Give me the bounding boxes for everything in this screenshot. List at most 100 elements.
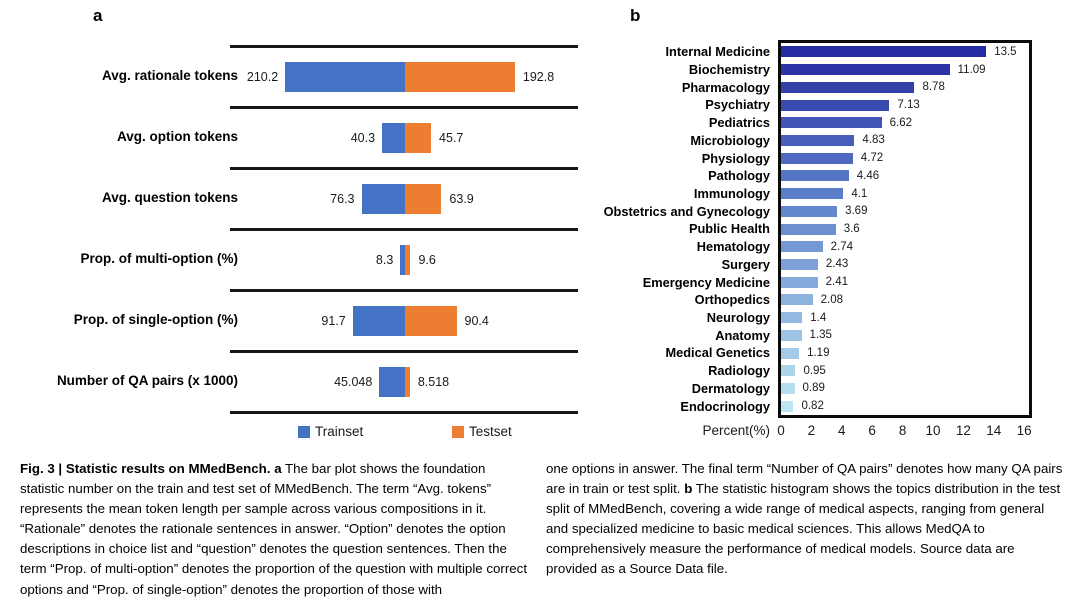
topic-label: Obstetrics and Gynecology [603, 203, 770, 219]
topic-bar [781, 329, 802, 341]
trainset-legend-swatch [298, 425, 310, 438]
topic-bar [781, 400, 794, 412]
topic-value-label: 3.6 [843, 222, 860, 235]
legend-item-testset: Testset [452, 424, 512, 439]
topic-value-label: 4.83 [862, 134, 885, 147]
caption-bold-text: a [274, 461, 282, 476]
topic-label: Endocrinology [680, 398, 770, 414]
topic-value-label: 2.74 [830, 240, 854, 253]
x-axis-tick-label: 14 [986, 423, 1002, 438]
panel-a-category-label: Prop. of single-option (%) [73, 312, 238, 327]
panel-b-bar-chart: 13.5 11.09 8.78 7.13 6.62 4.83 4.72 4.46 4.1 3.69… [778, 40, 1032, 418]
trainset-value-label: 91.7 [321, 314, 346, 328]
topic-value-label: 2.08 [820, 293, 843, 306]
topic-label: Surgery [721, 256, 770, 272]
trainset-value-label: 45.048 [334, 375, 373, 389]
trainset-bar [361, 184, 405, 214]
caption-text: The statistic histogram shows the topics… [546, 481, 1061, 577]
topic-label: Hematology [696, 239, 770, 255]
topic-bar [781, 152, 853, 164]
testset-bar [405, 367, 410, 397]
topic-label: Internal Medicine [665, 44, 770, 60]
panel-a-category-label: Avg. question tokens [101, 190, 238, 205]
topic-label: Orthopedics [694, 292, 770, 308]
testset-bar [405, 245, 411, 275]
panel-a-category-label: Number of QA pairs (x 1000) [56, 373, 238, 388]
x-axis-tick-label: 10 [925, 423, 941, 438]
testset-value-label: 90.4 [464, 314, 489, 328]
testset-bar [405, 62, 515, 92]
topic-value-label: 2.41 [825, 276, 849, 289]
topic-bar [781, 312, 803, 324]
topic-value-label: 13.5 [994, 45, 1017, 58]
topic-bar [781, 117, 882, 129]
topic-bar [781, 81, 915, 93]
row-separator-line [230, 350, 578, 353]
panel-a-category-label: Prop. of multi-option (%) [80, 251, 238, 266]
topic-label: Pathology [708, 168, 770, 184]
caption-right-column: one options in answer. The final term “N… [546, 459, 1065, 580]
x-axis-tick-label: 2 [807, 423, 816, 438]
topic-value-label: 0.89 [802, 382, 825, 395]
topic-bar [781, 276, 818, 288]
topic-label: Medical Genetics [665, 345, 770, 361]
caption-text: The bar plot shows the foundation statis… [20, 461, 528, 597]
row-separator-line [230, 106, 578, 109]
topic-bar [781, 382, 795, 394]
row-separator-line [230, 228, 578, 231]
topic-bar [781, 294, 813, 306]
testset-legend-swatch [452, 425, 464, 438]
topic-label: Immunology [693, 186, 770, 202]
legend-item-trainset: Trainset [298, 424, 363, 439]
topic-value-label: 6.62 [889, 116, 912, 129]
trainset-value-label: 8.3 [375, 253, 394, 267]
topic-label: Anatomy [715, 327, 770, 343]
panel-a-category-label: Avg. option tokens [117, 129, 238, 144]
trainset-bar [285, 62, 405, 92]
caption-left-column: Fig. 3 | Statistic results on MMedBench.… [20, 459, 530, 598]
topic-value-label: 11.09 [957, 63, 986, 76]
panel-b-label: b [630, 6, 641, 25]
topic-value-label: 7.13 [897, 98, 920, 111]
topic-value-label: 1.19 [807, 346, 830, 359]
legend-label: Testset [469, 424, 512, 439]
trainset-value-label: 76.3 [330, 192, 355, 206]
panel-b-category-labels: Internal Medicine Biochemistry Pharmacolog… [548, 43, 770, 415]
testset-value-label: 8.518 [417, 375, 450, 389]
topic-value-label: 4.46 [856, 169, 880, 182]
topic-value-label: 0.82 [801, 400, 824, 413]
legend-label: Trainset [315, 424, 364, 439]
topic-label: Public Health [688, 221, 770, 237]
topic-bar [781, 170, 849, 182]
topic-value-label: 0.95 [803, 364, 826, 377]
panel-a-category-label: Avg. rationale tokens [101, 68, 238, 83]
topic-value-label: 1.35 [809, 329, 832, 342]
topic-bar [781, 365, 796, 377]
topic-value-label: 4.72 [860, 152, 884, 165]
topic-value-label: 8.78 [922, 81, 945, 94]
x-axis-tick-label: 8 [898, 423, 907, 438]
topic-label: Psychiatry [705, 97, 770, 113]
caption-bold-text: Fig. 3 | Statistic results on MMedBench. [20, 461, 275, 476]
trainset-bar [382, 123, 405, 153]
caption-text: one options in answer. The final term “N… [546, 461, 1063, 497]
topic-label: Radiology [708, 363, 770, 379]
row-separator-line [230, 45, 578, 48]
x-axis-tick-label: 0 [777, 423, 785, 438]
topic-bar [781, 258, 818, 270]
testset-value-label: 63.9 [449, 192, 474, 206]
caption-bold-text: b [684, 481, 693, 497]
panel-a-label: a [93, 6, 103, 25]
topic-label: Pharmacology [681, 79, 770, 95]
trainset-value-label: 40.3 [350, 131, 376, 145]
testset-value-label: 192.8 [522, 70, 555, 84]
topic-label: Physiology [701, 150, 770, 166]
topic-label: Neurology [706, 310, 770, 326]
topic-bar [781, 205, 838, 217]
trainset-bar [400, 245, 405, 275]
topic-bar [781, 46, 987, 58]
row-separator-line [230, 289, 578, 292]
testset-bar [405, 184, 442, 214]
topic-value-label: 2.43 [825, 258, 849, 271]
